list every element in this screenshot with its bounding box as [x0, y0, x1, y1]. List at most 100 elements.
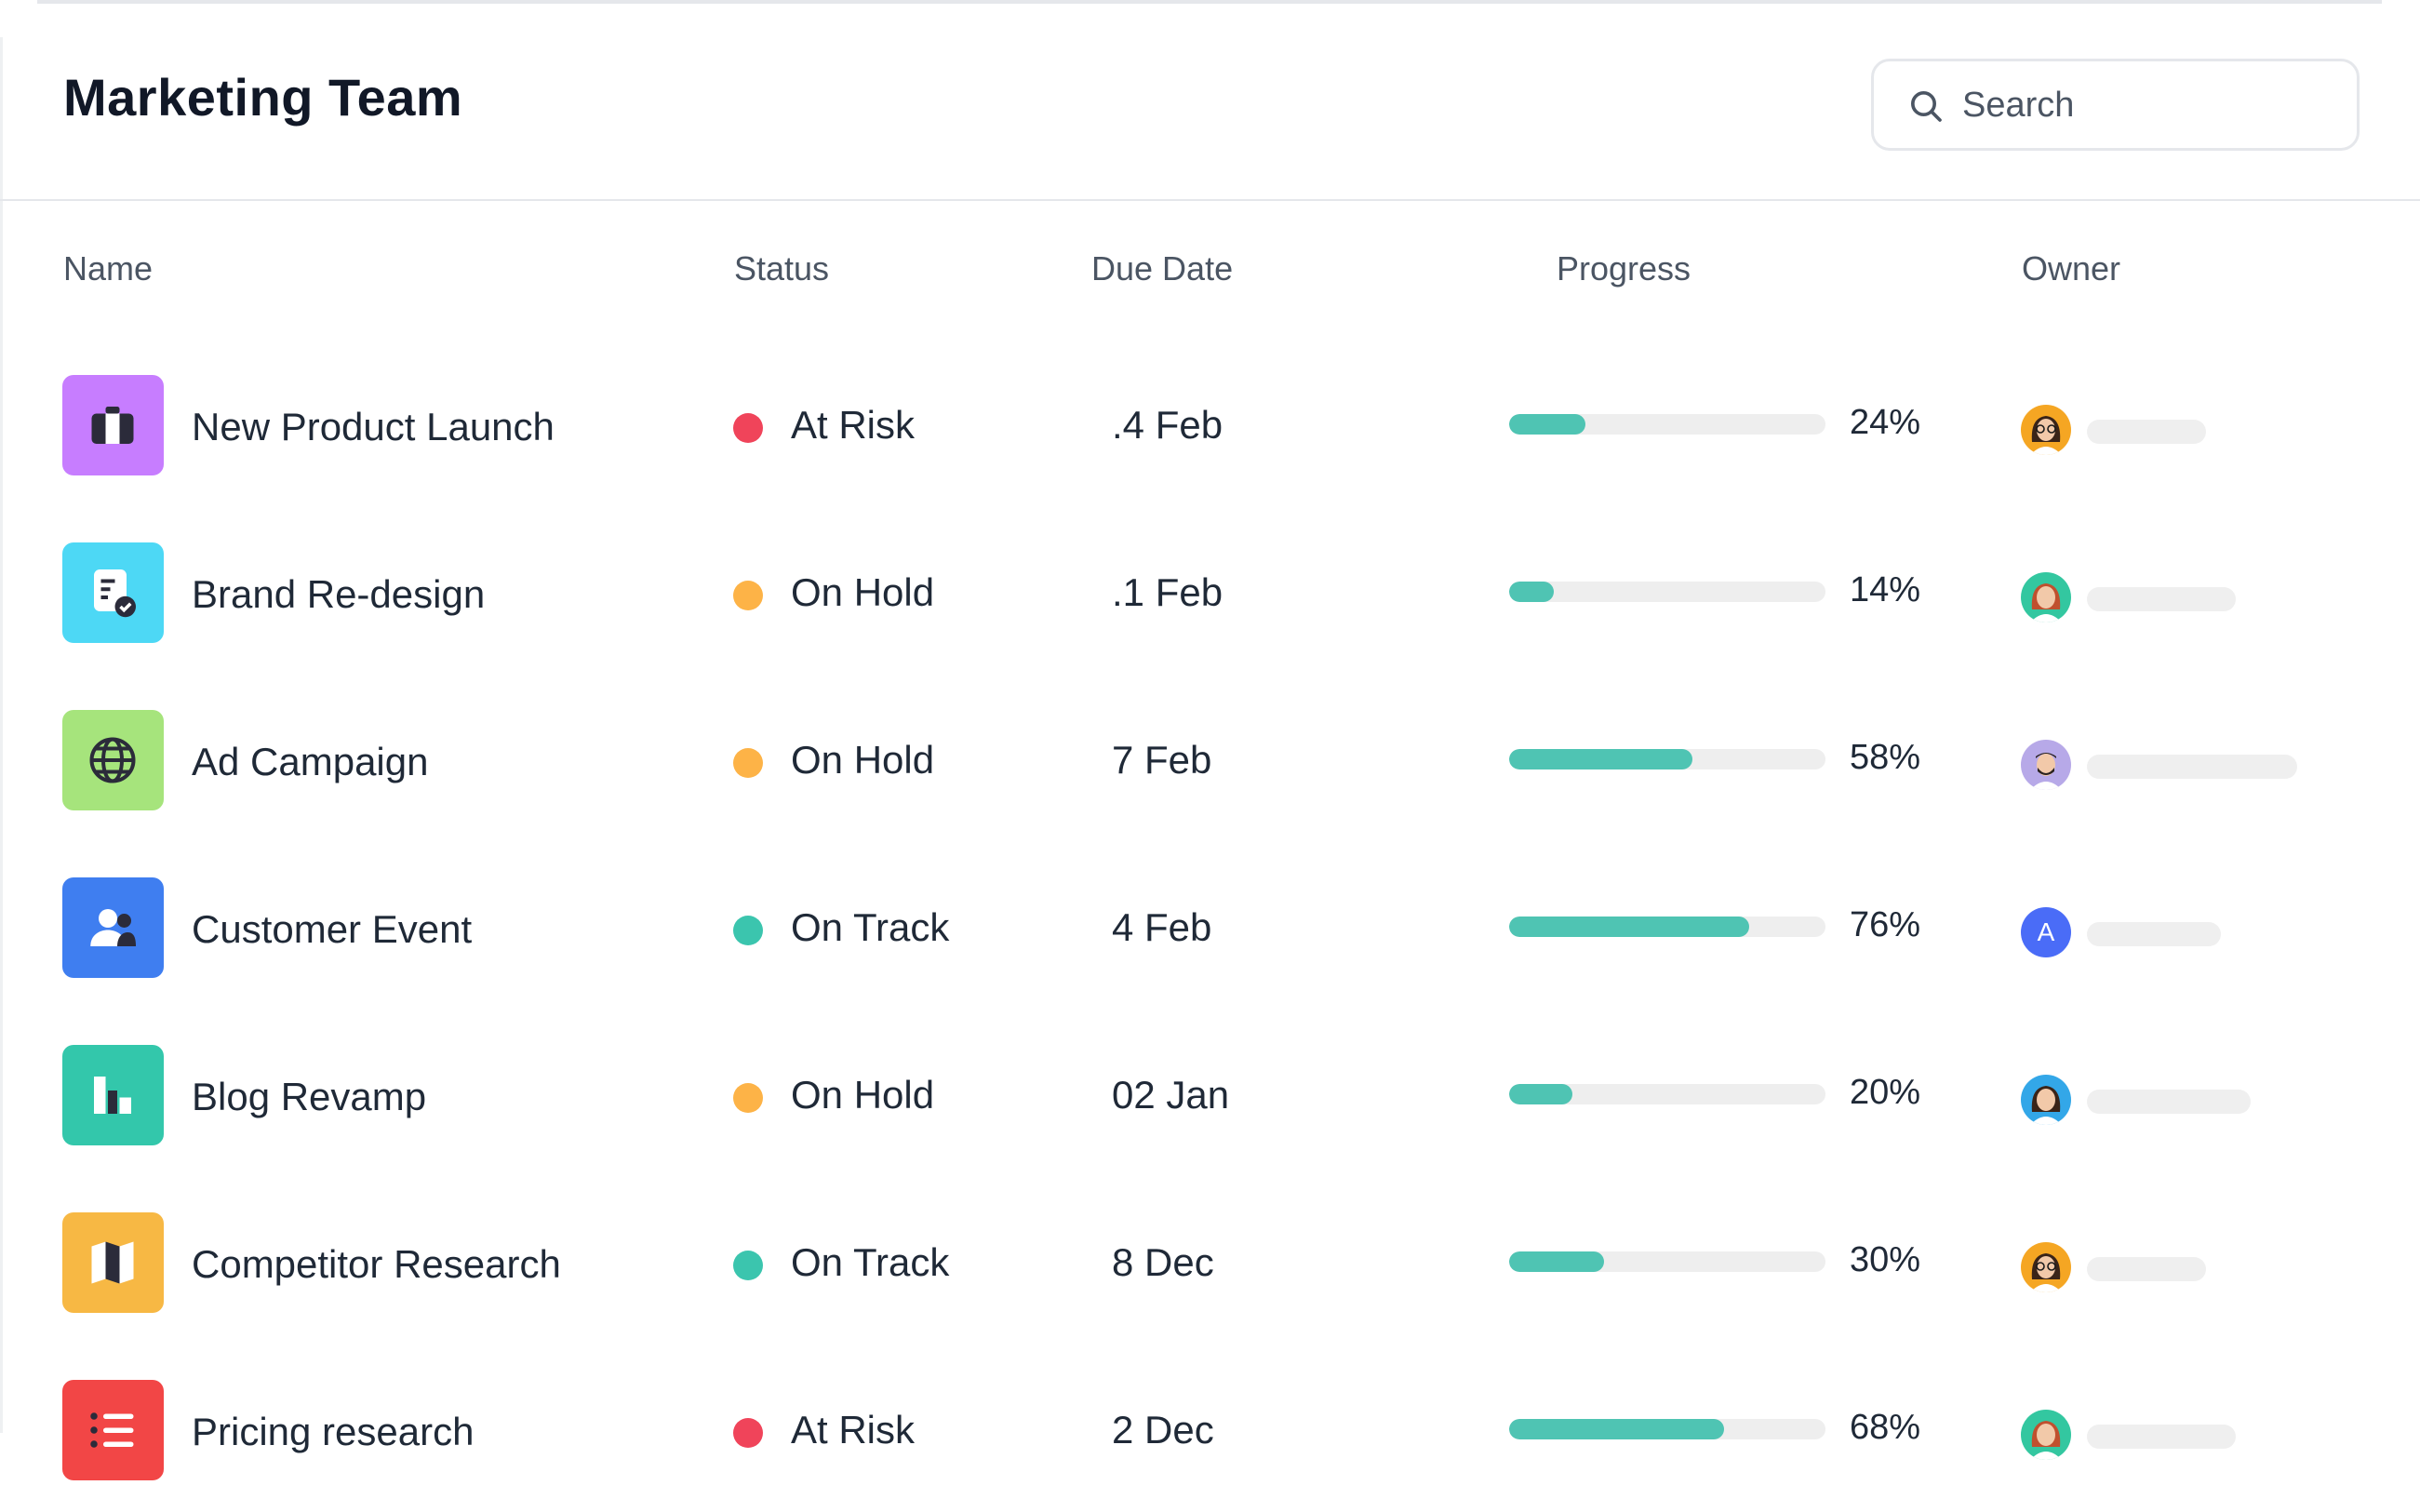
status-label: On Hold	[791, 738, 935, 782]
column-header-due-date[interactable]: Due Date	[1091, 249, 1234, 288]
top-divider	[37, 0, 2382, 4]
list-icon	[90, 1412, 134, 1448]
table-row[interactable]: Ad Campaign On Hold 7 Feb 58%	[0, 675, 2420, 842]
owner-avatar[interactable]	[2021, 405, 2071, 455]
avatar-image	[2021, 405, 2071, 455]
progress-bar-fill	[1509, 582, 1554, 602]
avatar-image	[2021, 1075, 2071, 1125]
map-icon	[91, 1241, 134, 1284]
status-label: On Hold	[791, 1073, 935, 1117]
owner-avatar[interactable]	[2021, 740, 2071, 790]
due-date: .4 Feb	[1112, 403, 1223, 447]
projects-panel: Marketing Team Name Status Due Date Prog…	[0, 0, 2420, 1480]
status-dot	[733, 413, 763, 443]
status-dot	[733, 1083, 763, 1113]
progress-percent: 14%	[1850, 570, 1921, 609]
status-label: On Hold	[791, 570, 935, 614]
progress-bar	[1509, 749, 1825, 769]
project-icon-tile	[62, 542, 164, 643]
owner-name-placeholder	[2087, 922, 2221, 946]
status-dot	[733, 1251, 763, 1280]
progress-bar	[1509, 582, 1825, 602]
status-label: At Risk	[791, 1408, 916, 1452]
globe-icon	[89, 737, 136, 783]
progress-bar	[1509, 1084, 1825, 1104]
owner-avatar[interactable]	[2021, 1075, 2071, 1125]
owner-name-placeholder	[2087, 1425, 2236, 1449]
search-icon	[1911, 91, 1942, 122]
owner-avatar[interactable]	[2021, 572, 2071, 622]
due-date: .1 Feb	[1112, 570, 1223, 614]
project-name[interactable]: Brand Re-design	[192, 572, 486, 616]
project-name[interactable]: Pricing research	[192, 1410, 475, 1453]
progress-bar-fill	[1509, 1251, 1604, 1272]
owner-name-placeholder	[2087, 587, 2236, 611]
avatar-image	[2021, 572, 2071, 622]
status-label: On Track	[791, 1240, 950, 1284]
owner-avatar[interactable]	[2021, 1410, 2071, 1460]
column-header-progress[interactable]: Progress	[1557, 249, 1691, 288]
project-name[interactable]: Competitor Research	[192, 1242, 561, 1286]
document-check-icon	[94, 569, 136, 618]
table-row[interactable]: Blog Revamp On Hold 02 Jan 20%	[0, 1010, 2420, 1177]
avatar-image	[2021, 740, 2071, 790]
due-date: 02 Jan	[1112, 1073, 1230, 1117]
search-box[interactable]	[1871, 59, 2360, 151]
avatar-initial: A	[2021, 907, 2071, 957]
project-icon-tile	[62, 1045, 164, 1145]
progress-bar	[1509, 1251, 1825, 1272]
progress-bar	[1509, 917, 1825, 937]
project-icon-tile	[62, 375, 164, 475]
due-date: 4 Feb	[1112, 905, 1212, 949]
project-icon-tile	[62, 1212, 164, 1313]
project-icon-tile	[62, 877, 164, 978]
due-date: 8 Dec	[1112, 1240, 1214, 1284]
column-header-status[interactable]: Status	[734, 249, 830, 288]
table-row[interactable]: Customer Event On Track 4 Feb 76% A	[0, 842, 2420, 1010]
progress-percent: 76%	[1850, 905, 1921, 944]
status-dot	[733, 748, 763, 778]
due-date: 7 Feb	[1112, 738, 1212, 782]
page-title: Marketing Team	[63, 68, 463, 127]
project-icon-tile	[62, 1380, 164, 1480]
owner-name-placeholder	[2087, 1257, 2206, 1281]
search-input[interactable]	[1962, 80, 2334, 130]
progress-bar-fill	[1509, 1419, 1725, 1439]
user-group-icon	[90, 909, 136, 946]
progress-bar	[1509, 1419, 1825, 1439]
owner-avatar[interactable]: A	[2021, 907, 2071, 957]
table-row[interactable]: Brand Re-design On Hold .1 Feb 14%	[0, 507, 2420, 675]
owner-avatar[interactable]	[2021, 1242, 2071, 1292]
status-dot	[733, 1418, 763, 1448]
left-divider	[0, 37, 3, 1433]
project-name[interactable]: Blog Revamp	[192, 1075, 427, 1118]
panel-header: Marketing Team	[0, 0, 2420, 201]
progress-bar-fill	[1509, 749, 1693, 769]
briefcase-icon	[91, 407, 134, 444]
progress-percent: 20%	[1850, 1073, 1921, 1112]
project-name[interactable]: New Product Launch	[192, 405, 555, 448]
progress-percent: 58%	[1850, 738, 1921, 777]
owner-name-placeholder	[2087, 755, 2297, 779]
status-label: On Track	[791, 905, 950, 949]
column-header-name[interactable]: Name	[63, 249, 154, 288]
table-row[interactable]: New Product Launch At Risk .4 Feb 24%	[0, 340, 2420, 507]
progress-percent: 30%	[1850, 1240, 1921, 1279]
progress-percent: 24%	[1850, 403, 1921, 442]
status-dot	[733, 581, 763, 610]
due-date: 2 Dec	[1112, 1408, 1214, 1452]
progress-bar-fill	[1509, 1084, 1572, 1104]
project-name[interactable]: Ad Campaign	[192, 740, 429, 783]
chart-bars-icon	[94, 1077, 131, 1114]
table-row[interactable]: Pricing research At Risk 2 Dec 68%	[0, 1345, 2420, 1512]
progress-bar	[1509, 414, 1825, 435]
project-name[interactable]: Customer Event	[192, 907, 473, 951]
column-header-owner[interactable]: Owner	[2022, 249, 2121, 288]
table-row[interactable]: Competitor Research On Track 8 Dec 30%	[0, 1177, 2420, 1345]
owner-name-placeholder	[2087, 420, 2206, 444]
owner-name-placeholder	[2087, 1090, 2251, 1114]
project-icon-tile	[62, 710, 164, 810]
avatar-image	[2021, 1242, 2071, 1292]
progress-percent: 68%	[1850, 1408, 1921, 1447]
avatar-image	[2021, 1410, 2071, 1460]
